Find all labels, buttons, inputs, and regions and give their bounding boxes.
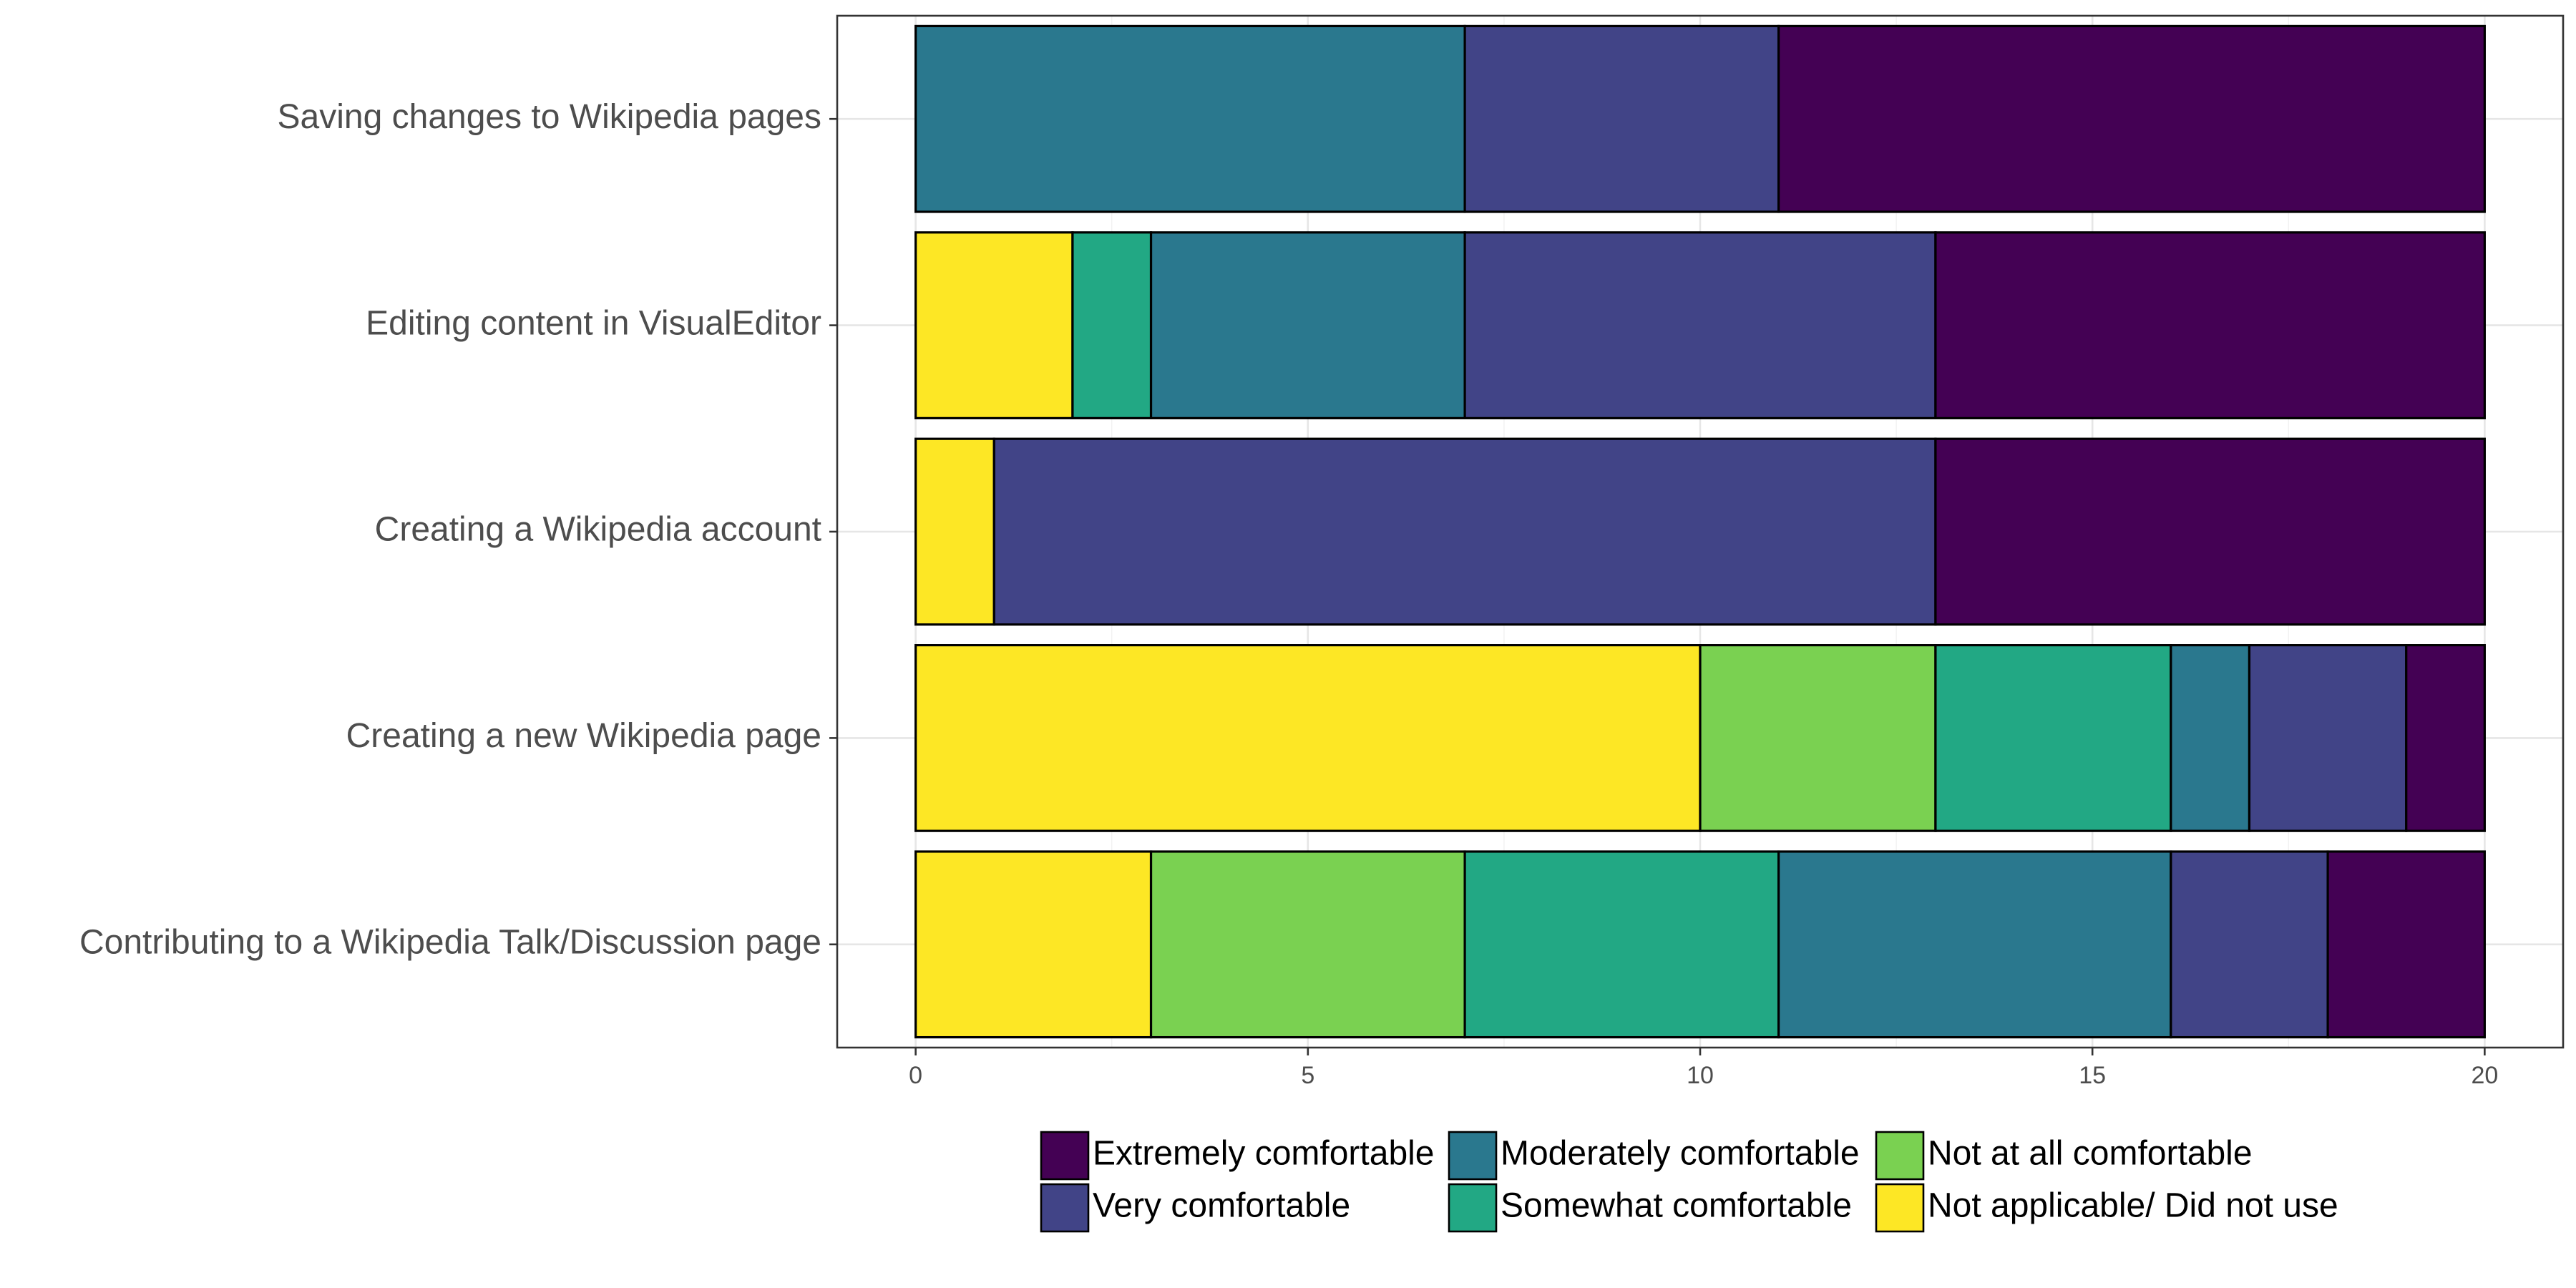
- x-axis-tick-label: 10: [1687, 1062, 1714, 1089]
- bar-very-comfortable-creating-a-new-wikipedia-page: [2248, 644, 2408, 832]
- bar-not-applicable-did-not-use-creating-a-wikipedia-account: [914, 437, 995, 626]
- bar-not-applicable-did-not-use-editing-content-in-visualeditor: [914, 231, 1074, 419]
- x-axis-tick-label: 5: [1301, 1062, 1314, 1089]
- legend-label-extremely-comfortable: Extremely comfortable: [1093, 1135, 1435, 1173]
- bar-somewhat-comfortable-creating-a-new-wikipedia-page: [1934, 644, 2172, 832]
- bar-extremely-comfortable-creating-a-new-wikipedia-page: [2405, 644, 2486, 832]
- legend-key-extremely-comfortable: [1040, 1131, 1090, 1181]
- legend-key-somewhat-comfortable: [1448, 1183, 1498, 1233]
- bar-extremely-comfortable-contributing-to-a-wikipedia-talk-discussion-page: [2326, 850, 2486, 1039]
- bar-extremely-comfortable-saving-changes-to-wikipedia-pages: [1777, 24, 2486, 213]
- bar-moderately-comfortable-editing-content-in-visualeditor: [1149, 231, 1466, 419]
- bar-very-comfortable-contributing-to-a-wikipedia-talk-discussion-page: [2170, 850, 2329, 1039]
- legend-key-very-comfortable: [1040, 1183, 1090, 1233]
- legend-label-moderately-comfortable: Moderately comfortable: [1501, 1135, 1860, 1173]
- legend-label-not-applicable-did-not-use: Not applicable/ Did not use: [1928, 1187, 2338, 1225]
- bar-not-at-all-comfortable-creating-a-new-wikipedia-page: [1699, 644, 1937, 832]
- y-axis-label: Saving changes to Wikipedia pages: [278, 98, 821, 136]
- bar-not-at-all-comfortable-contributing-to-a-wikipedia-talk-discussion-page: [1149, 850, 1466, 1039]
- bar-somewhat-comfortable-contributing-to-a-wikipedia-talk-discussion-page: [1463, 850, 1780, 1039]
- legend-key-not-at-all-comfortable: [1875, 1131, 1925, 1181]
- bar-moderately-comfortable-saving-changes-to-wikipedia-pages: [914, 24, 1466, 213]
- bar-very-comfortable-editing-content-in-visualeditor: [1463, 231, 1937, 419]
- bar-not-applicable-did-not-use-creating-a-new-wikipedia-page: [914, 644, 1702, 832]
- x-axis-tick-label: 15: [2079, 1062, 2106, 1089]
- bar-somewhat-comfortable-editing-content-in-visualeditor: [1071, 231, 1153, 419]
- legend-label-not-at-all-comfortable: Not at all comfortable: [1928, 1135, 2253, 1173]
- legend: Extremely comfortable Very comfortable Mod…: [1040, 1131, 2338, 1233]
- y-axis-label: Creating a new Wikipedia page: [346, 717, 821, 755]
- y-axis: Saving changes to Wikipedia pages Editing…: [79, 98, 837, 961]
- y-axis-label: Editing content in VisualEditor: [366, 304, 821, 342]
- legend-key-moderately-comfortable: [1448, 1131, 1498, 1181]
- x-axis: 0 5 10 15 20: [909, 1048, 2498, 1089]
- x-axis-tick-label: 20: [2471, 1062, 2498, 1089]
- bar-extremely-comfortable-editing-content-in-visualeditor: [1934, 231, 2486, 419]
- x-axis-tick-label: 0: [909, 1062, 922, 1089]
- y-axis-label: Contributing to a Wikipedia Talk/Discuss…: [79, 923, 821, 961]
- bars: [914, 24, 2486, 1039]
- bar-moderately-comfortable-creating-a-new-wikipedia-page: [2170, 644, 2251, 832]
- bar-very-comfortable-creating-a-wikipedia-account: [992, 437, 1937, 626]
- legend-key-not-applicable-did-not-use: [1875, 1183, 1925, 1233]
- bar-not-applicable-did-not-use-contributing-to-a-wikipedia-talk-discussion-page: [914, 850, 1153, 1039]
- y-axis-label: Creating a Wikipedia account: [375, 511, 821, 549]
- bar-very-comfortable-saving-changes-to-wikipedia-pages: [1463, 24, 1780, 213]
- legend-label-somewhat-comfortable: Somewhat comfortable: [1501, 1187, 1852, 1225]
- bar-moderately-comfortable-contributing-to-a-wikipedia-talk-discussion-page: [1777, 850, 2172, 1039]
- bar-extremely-comfortable-creating-a-wikipedia-account: [1934, 437, 2486, 626]
- legend-label-very-comfortable: Very comfortable: [1093, 1187, 1350, 1225]
